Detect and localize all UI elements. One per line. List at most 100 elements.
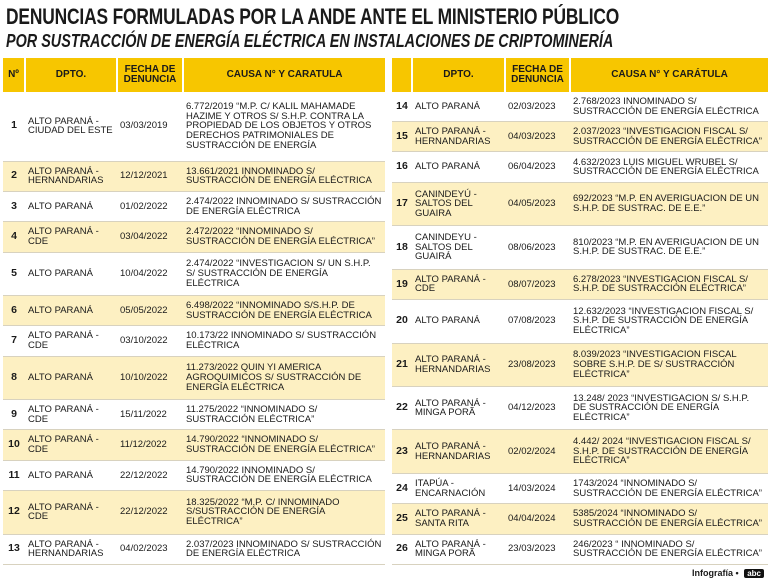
footer: Infografía • abc bbox=[692, 568, 764, 578]
cell-causa: 10.173/22 INNOMINADO S/ SUSTRACCIÓN ELÉC… bbox=[183, 325, 385, 357]
cell-causa: 11.273/2022 QUIN YI AMERICA AGROQUIMICOS… bbox=[183, 356, 385, 401]
cell-dpto: CANINDEYU - SALTOS DEL GUAIRÁ bbox=[412, 225, 505, 270]
cell-num: 12 bbox=[3, 490, 25, 535]
cell-causa: 2.768/2023 INNOMINADO S/ SUSTRACCIÓN DE … bbox=[570, 92, 768, 123]
cell-num: 24 bbox=[392, 473, 412, 505]
cell-causa: 13.661/2021 INNOMINADO S/ SUSTRACCIÓN DE… bbox=[183, 161, 385, 192]
cell-num: 18 bbox=[392, 225, 412, 270]
cell-num: 13 bbox=[3, 534, 25, 565]
cell-causa: 6.498/2022 “INNOMINADO S/S.H.P. DE SUSTR… bbox=[183, 295, 385, 327]
cell-date: 04/05/2023 bbox=[505, 182, 570, 227]
row: 15 ALTO PARANÁ - HERNANDARIAS 04/03/2023 2.… bbox=[392, 121, 768, 153]
cell-causa: 2.037/2023 INNOMINADO S/ SUSTRACCIÓN DE … bbox=[183, 534, 385, 565]
cell-causa: 4.632/2023 LUIS MIGUEL WRUBEL S/ SUSTRAC… bbox=[570, 151, 768, 183]
cell-dpto: ALTO PARANÁ - CDE bbox=[25, 221, 117, 253]
cell-dpto: ALTO PARANÁ - SANTA RITA bbox=[412, 503, 505, 535]
cell-causa: 6.772/2019 “M.P. C/ KALIL MAHAMADE HAZIM… bbox=[183, 92, 385, 162]
cell-date: 01/02/2022 bbox=[117, 191, 183, 223]
cell-date: 04/12/2023 bbox=[505, 386, 570, 431]
table-left: Nº DPTO. FECHA DE DENUNCIA CAUSA N° Y CARAT… bbox=[3, 58, 385, 565]
cell-num: 6 bbox=[3, 295, 25, 327]
cell-num: 2 bbox=[3, 161, 25, 192]
cell-date: 04/03/2023 bbox=[505, 121, 570, 153]
cell-dpto: ALTO PARANÁ bbox=[25, 295, 117, 327]
cell-dpto: ALTO PARANÁ bbox=[412, 92, 505, 123]
cell-dpto: ALTO PARANÁ bbox=[412, 299, 505, 344]
cell-date: 10/04/2022 bbox=[117, 252, 183, 296]
header-row: DPTO. FECHA DE DENUNCIA CAUSA N° Y CARÁTUL… bbox=[392, 58, 768, 92]
row: 20 ALTO PARANÁ 07/08/2023 12.632/2023 “INVE… bbox=[392, 299, 768, 344]
cell-dpto: ALTO PARANÁ - HERNANDARIAS bbox=[412, 121, 505, 153]
cell-dpto: ALTO PARANÁ - CDE bbox=[412, 269, 505, 301]
row: 19 ALTO PARANÁ - CDE 08/07/2023 6.278/2023 … bbox=[392, 269, 768, 301]
row: 17 CANINDEYÚ - SALTOS DEL GUAIRA 04/05/202… bbox=[392, 182, 768, 227]
cell-dpto: ALTO PARANÁ - CDE bbox=[25, 429, 117, 461]
cell-num: 16 bbox=[392, 151, 412, 183]
cell-date: 03/04/2022 bbox=[117, 221, 183, 253]
cell-num: 7 bbox=[3, 325, 25, 357]
cell-date: 02/03/2023 bbox=[505, 92, 570, 123]
header-cell: DPTO. bbox=[412, 58, 506, 92]
cell-date: 22/12/2022 bbox=[117, 490, 183, 535]
row: 11 ALTO PARANÁ 22/12/2022 14.790/2022 INNOM… bbox=[3, 460, 385, 492]
cell-dpto: ALTO PARANÁ - CIUDAD DEL ESTE bbox=[25, 92, 117, 162]
cell-dpto: ALTO PARANÁ bbox=[25, 356, 117, 401]
cell-num: 19 bbox=[392, 269, 412, 301]
cell-num: 9 bbox=[3, 399, 25, 431]
cell-date: 07/08/2023 bbox=[505, 299, 570, 344]
cell-num: 11 bbox=[3, 460, 25, 492]
cell-causa: 2.474/2022 INNOMINADO S/ SUSTRACCIÓN DE … bbox=[183, 191, 385, 223]
row: 3 ALTO PARANÁ 01/02/2022 2.474/2022 INNOMIN… bbox=[3, 191, 385, 223]
cell-dpto: ALTO PARANÁ - HERNANDARIAS bbox=[25, 534, 117, 565]
cell-num: 17 bbox=[392, 182, 412, 227]
cell-causa: 11.275/2022 “INNOMINADO S/ SUSTRACCIÓN E… bbox=[183, 399, 385, 431]
cell-num: 1 bbox=[3, 92, 25, 162]
cell-dpto: ALTO PARANÁ bbox=[25, 460, 117, 492]
row: 12 ALTO PARANÁ - CDE 22/12/2022 18.325/2022… bbox=[3, 490, 385, 535]
cell-causa: 246/2023 “ INNOMINADO S/ SUSTRACCIÓN DE … bbox=[570, 534, 768, 566]
cell-dpto: ITAPÚA - ENCARNACIÓN bbox=[412, 473, 505, 505]
cell-causa: 1743/2024 “INNOMINADO S/ SUSTRACCIÓN DE … bbox=[570, 473, 768, 505]
cell-num: 26 bbox=[392, 534, 412, 566]
cell-date: 22/12/2022 bbox=[117, 460, 183, 492]
cell-causa: 14.790/2022 “INNOMINADO S/ SUSTRACCIÓN D… bbox=[183, 429, 385, 461]
row: 21 ALTO PARANÁ - HERNANDARIAS 23/08/2023 8.… bbox=[392, 343, 768, 387]
cell-num: 4 bbox=[3, 221, 25, 253]
cell-dpto: ALTO PARANÁ - CDE bbox=[25, 325, 117, 357]
cell-date: 03/03/2019 bbox=[117, 92, 183, 162]
row: 25 ALTO PARANÁ - SANTA RITA 04/04/2024 5385… bbox=[392, 503, 768, 535]
cell-num: 20 bbox=[392, 299, 412, 344]
row: 16 ALTO PARANÁ 06/04/2023 4.632/2023 LUIS M… bbox=[392, 151, 768, 183]
header-row: Nº DPTO. FECHA DE DENUNCIA CAUSA N° Y CARAT… bbox=[3, 58, 385, 92]
row: 5 ALTO PARANÁ 10/04/2022 2.474/2022 “INVEST… bbox=[3, 252, 385, 296]
row: 1 ALTO PARANÁ - CIUDAD DEL ESTE 03/03/2019… bbox=[3, 92, 385, 162]
cell-num: 5 bbox=[3, 252, 25, 296]
row: 23 ALTO PARANÁ - HERNANDARIAS 02/02/2024 4.… bbox=[392, 429, 768, 474]
cell-causa: 13.248/ 2023 “INVESTIGACION S/ S.H.P. DE… bbox=[570, 386, 768, 431]
cell-dpto: ALTO PARANÁ - HERNANDARIAS bbox=[412, 429, 505, 474]
row: 22 ALTO PARANÁ - MINGA PORÃ 04/12/2023 13.2… bbox=[392, 386, 768, 431]
cell-causa: 810/2023 “M.P. EN AVERIGUACION DE UN S.H… bbox=[570, 225, 768, 270]
cell-dpto: ALTO PARANÁ - MINGA PORÃ bbox=[412, 386, 505, 431]
cell-dpto: CANINDEYÚ - SALTOS DEL GUAIRA bbox=[412, 182, 505, 227]
cell-num: 22 bbox=[392, 386, 412, 431]
cell-date: 23/03/2023 bbox=[505, 534, 570, 566]
cell-causa: 8.039/2023 “INVESTIGACION FISCAL SOBRE S… bbox=[570, 343, 768, 387]
header-cell: CAUSA N° Y CARÁTULA bbox=[570, 58, 768, 92]
cell-date: 05/05/2022 bbox=[117, 295, 183, 327]
cell-causa: 14.790/2022 INNOMINADO S/ SUSTRACCIÓN DE… bbox=[183, 460, 385, 492]
cell-dpto: ALTO PARANÁ bbox=[412, 151, 505, 183]
row: 9 ALTO PARANÁ - CDE 15/11/2022 11.275/2022 … bbox=[3, 399, 385, 431]
header-cell: DPTO. bbox=[25, 58, 118, 92]
cell-num: 25 bbox=[392, 503, 412, 535]
cell-date: 06/04/2023 bbox=[505, 151, 570, 183]
cell-date: 10/10/2022 bbox=[117, 356, 183, 401]
cell-date: 08/06/2023 bbox=[505, 225, 570, 270]
cell-num: 3 bbox=[3, 191, 25, 223]
header-cell: FECHA DE DENUNCIA bbox=[117, 58, 184, 92]
cell-causa: 12.632/2023 “INVESTIGACION FISCAL S/ S.H… bbox=[570, 299, 768, 344]
cell-dpto: ALTO PARANÁ - MINGA PORÃ bbox=[412, 534, 505, 566]
cell-date: 08/07/2023 bbox=[505, 269, 570, 301]
cell-date: 02/02/2024 bbox=[505, 429, 570, 474]
